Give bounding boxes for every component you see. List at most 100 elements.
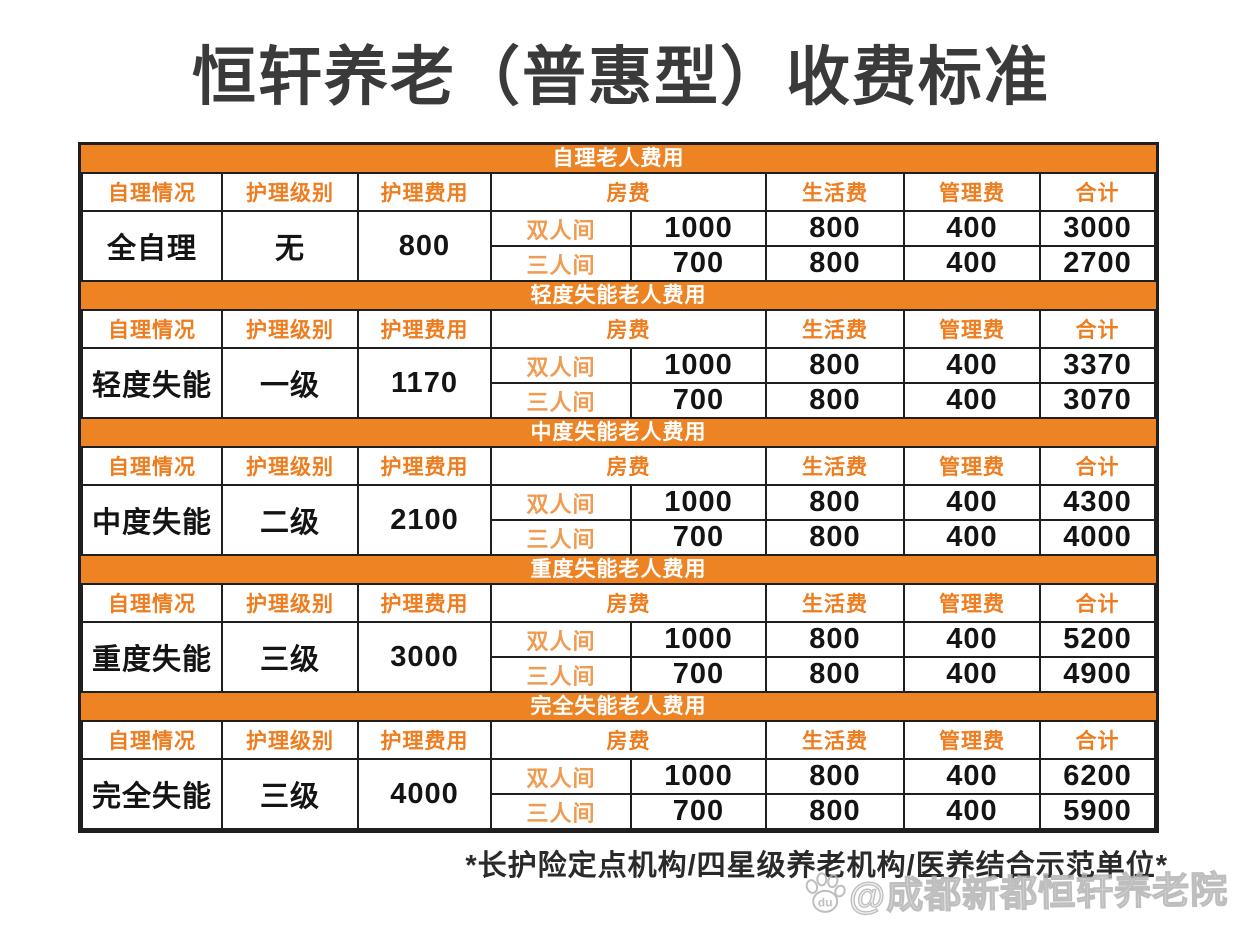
section-header-moderate-disability: 中度失能老人费用 [81, 419, 1156, 446]
col-header-care-fee: 护理费用 [357, 720, 492, 760]
baidu-paw-icon: du [805, 872, 846, 913]
col-header-care-status: 自理情况 [81, 583, 223, 623]
living-fee-value: 800 [765, 519, 905, 556]
care-status-value: 轻度失能 [81, 347, 223, 419]
management-fee-value: 400 [903, 758, 1041, 795]
col-header-care-status: 自理情况 [81, 446, 223, 486]
room-type-label: 三人间 [490, 382, 632, 419]
page-title: 恒轩养老（普惠型）收费标准 [192, 41, 1050, 113]
management-fee-value: 400 [903, 793, 1041, 830]
management-fee-value: 400 [903, 656, 1041, 693]
total-value: 5200 [1039, 621, 1156, 658]
care-status-value: 全自理 [81, 210, 223, 282]
col-header-care-level: 护理级别 [221, 583, 359, 623]
room-fee-value: 1000 [630, 347, 767, 384]
room-type-label: 双人间 [490, 210, 632, 247]
total-value: 4000 [1039, 519, 1156, 556]
management-fee-value: 400 [903, 245, 1041, 282]
section-header-complete-disability: 完全失能老人费用 [81, 693, 1156, 720]
fee-table-self-care: 自理情况 护理级别 护理费用 房费 生活费 管理费 合计 全自理 无 800 双… [81, 172, 1156, 282]
care-status-value: 重度失能 [81, 621, 223, 693]
care-fee-value: 1170 [357, 347, 492, 419]
room-fee-value: 700 [630, 382, 767, 419]
col-header-management-fee: 管理费 [903, 172, 1041, 212]
col-header-room-fee: 房费 [490, 720, 767, 760]
total-value: 5900 [1039, 793, 1156, 830]
living-fee-value: 800 [765, 793, 905, 830]
table-row: 完全失能 三级 4000 双人间 1000 800 400 6200 [81, 758, 1156, 830]
table-row: 全自理 无 800 双人间 1000 800 400 3000 [81, 210, 1156, 282]
total-value: 3070 [1039, 382, 1156, 419]
living-fee-value: 800 [765, 484, 905, 521]
col-header-care-status: 自理情况 [81, 172, 223, 212]
care-fee-value: 2100 [357, 484, 492, 556]
col-header-management-fee: 管理费 [903, 720, 1041, 760]
living-fee-value: 800 [765, 758, 905, 795]
col-header-living-fee: 生活费 [765, 720, 905, 760]
care-level-value: 一级 [221, 347, 359, 419]
room-type-label: 三人间 [490, 519, 632, 556]
fee-table-moderate-disability: 自理情况 护理级别 护理费用 房费 生活费 管理费 合计 中度失能 二级 210… [81, 446, 1156, 556]
section-header-severe-disability: 重度失能老人费用 [81, 556, 1156, 583]
room-fee-value: 1000 [630, 621, 767, 658]
col-header-care-fee: 护理费用 [357, 309, 492, 349]
management-fee-value: 400 [903, 210, 1041, 247]
watermark-text: @成都新都恒轩养老院 [848, 869, 1229, 918]
care-level-value: 三级 [221, 621, 359, 693]
care-fee-value: 3000 [357, 621, 492, 693]
table-row: 三人间 700 800 400 4000 [82, 519, 1156, 556]
table-row: 重度失能 三级 3000 双人间 1000 800 400 5200 [81, 621, 1156, 693]
column-header-row: 自理情况 护理级别 护理费用 房费 生活费 管理费 合计 [81, 309, 1156, 349]
room-fee-value: 700 [630, 519, 767, 556]
care-fee-value: 4000 [357, 758, 492, 830]
living-fee-value: 800 [765, 656, 905, 693]
room-fee-value: 1000 [630, 210, 767, 247]
watermark: du @成都新都恒轩养老院 [801, 859, 1229, 920]
col-header-care-level: 护理级别 [221, 172, 359, 212]
room-type-label: 三人间 [490, 793, 632, 830]
col-header-total: 合计 [1039, 446, 1156, 486]
fee-table-complete-disability: 自理情况 护理级别 护理费用 房费 生活费 管理费 合计 完全失能 三级 400… [81, 720, 1156, 830]
column-header-row: 自理情况 护理级别 护理费用 房费 生活费 管理费 合计 [81, 446, 1156, 486]
col-header-room-fee: 房费 [490, 583, 767, 623]
col-header-management-fee: 管理费 [903, 446, 1041, 486]
room-type-label: 双人间 [490, 758, 632, 795]
col-header-care-level: 护理级别 [221, 309, 359, 349]
care-level-value: 无 [221, 210, 359, 282]
management-fee-value: 400 [903, 621, 1041, 658]
living-fee-value: 800 [765, 347, 905, 384]
total-value: 3000 [1039, 210, 1156, 247]
col-header-living-fee: 生活费 [765, 309, 905, 349]
col-header-living-fee: 生活费 [765, 583, 905, 623]
col-header-care-status: 自理情况 [81, 309, 223, 349]
col-header-total: 合计 [1039, 309, 1156, 349]
col-header-total: 合计 [1039, 172, 1156, 212]
fee-schedule-table: 自理老人费用 自理情况 护理级别 护理费用 房费 生活费 管理费 合计 全自理 … [78, 142, 1159, 833]
col-header-care-level: 护理级别 [221, 446, 359, 486]
care-status-value: 中度失能 [81, 484, 223, 556]
living-fee-value: 800 [765, 245, 905, 282]
care-level-value: 二级 [221, 484, 359, 556]
total-value: 6200 [1039, 758, 1156, 795]
care-status-value: 完全失能 [81, 758, 223, 830]
room-type-label: 三人间 [490, 245, 632, 282]
room-fee-value: 1000 [630, 484, 767, 521]
col-header-living-fee: 生活费 [765, 172, 905, 212]
total-value: 4300 [1039, 484, 1156, 521]
care-fee-value: 800 [357, 210, 492, 282]
table-row: 三人间 700 800 400 5900 [82, 793, 1156, 830]
column-header-row: 自理情况 护理级别 护理费用 房费 生活费 管理费 合计 [81, 720, 1156, 760]
room-type-label: 双人间 [490, 347, 632, 384]
column-header-row: 自理情况 护理级别 护理费用 房费 生活费 管理费 合计 [81, 583, 1156, 623]
room-type-label: 三人间 [490, 656, 632, 693]
living-fee-value: 800 [765, 382, 905, 419]
paw-icon-text: du [818, 895, 833, 909]
col-header-total: 合计 [1039, 583, 1156, 623]
management-fee-value: 400 [903, 484, 1041, 521]
section-header-mild-disability: 轻度失能老人费用 [81, 282, 1156, 309]
table-row: 中度失能 二级 2100 双人间 1000 800 400 4300 [81, 484, 1156, 556]
col-header-care-fee: 护理费用 [357, 172, 492, 212]
management-fee-value: 400 [903, 347, 1041, 384]
footnote-text: *长护险定点机构/四星级养老机构/医养结合示范单位* [465, 850, 1168, 882]
col-header-management-fee: 管理费 [903, 309, 1041, 349]
